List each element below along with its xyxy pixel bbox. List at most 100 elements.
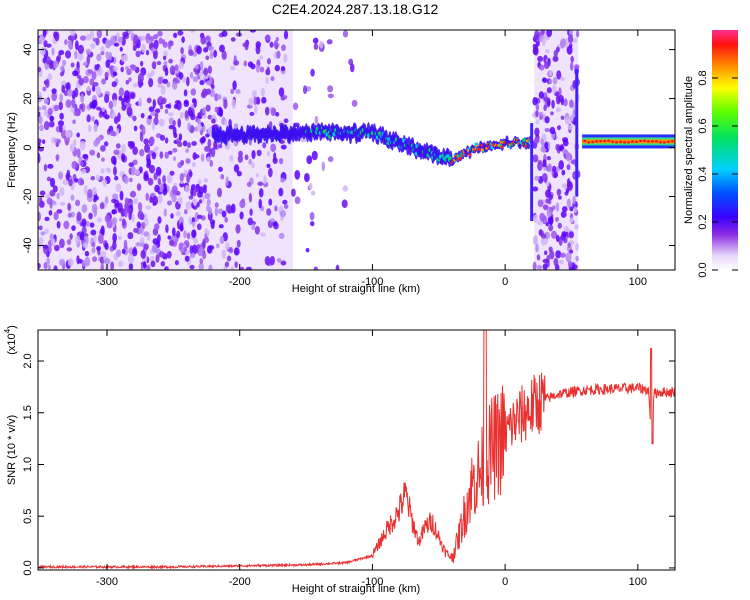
spectrogram-cell [545,49,550,54]
snr-scale-base: (x10 [6,333,18,354]
spectrogram-cell [237,154,243,163]
spectrogram-cell [524,144,528,148]
spectrogram-cell [100,168,105,174]
spectrogram-cell [280,177,286,183]
spectrogram-cell [178,72,184,80]
spectrogram-cell [562,148,568,155]
spectrogram-cell [148,77,154,88]
spectrogram-cell [236,170,242,177]
spectrogram-cell [312,37,319,44]
spectrogram-cell [214,106,219,113]
spectrogram-cell [203,47,209,53]
spectrogram-cell [59,112,64,120]
spectrogram-cell [191,221,196,229]
spectrogram-cell [58,101,63,111]
spectrogram-cell [282,199,288,205]
spectrogram-cell [283,30,289,40]
spectrogram-cell [250,63,256,70]
spectrogram-cell [566,164,571,171]
spectrogram-cell [191,98,196,104]
spectrogram-cell [104,93,110,104]
spectrogram-cell [56,220,61,229]
spectrogram-cell [38,36,43,45]
spectrogram-cell [188,49,194,57]
spectrogram-cell [542,77,548,83]
spectrogram-cell [161,97,167,105]
spectrogram-cell [542,258,549,264]
spectrogram-cell [100,46,105,53]
spectrogram-cell [96,53,102,62]
spectrogram-cell [221,249,227,260]
spectrogram-cell [199,258,204,265]
spectrogram-cell [535,243,539,253]
spectrogram-cell [96,30,103,39]
spectrogram-cell [204,145,210,152]
spectrogram-cell [158,118,165,127]
spectrogram-cell [126,102,132,108]
spectrogram-cell [543,61,550,69]
spectrogram-cell [123,90,130,100]
spectrogram-cell [236,239,241,248]
spectrogram-cell [248,192,253,203]
spectrogram-cell [153,34,159,40]
spectrogram-cell [91,71,97,80]
spectrogram-cell [68,178,73,187]
spectrogram-cell [278,187,284,197]
spectrogram-cell [79,231,85,241]
spectrogram-cell [172,156,177,162]
spectrogram-cell [67,89,73,97]
spectrogram-cell [157,216,162,224]
spectrogram-cell [121,104,127,111]
spectrogram-cell [205,104,211,112]
spectrogram-cell [254,105,258,115]
spectrogram-cell [480,143,484,147]
spectrogram-cell [152,200,157,206]
spectrogram-cell [56,209,63,214]
spectrogram-cell [76,211,82,222]
spectrogram-cell [111,198,117,204]
spectrogram-cell [278,258,282,263]
colorbar-tick-label: 0.4 [697,166,709,181]
spectrogram-cell [533,137,540,144]
spectrogram-cell [45,56,51,65]
spectrogram-cell [291,188,296,197]
spectrogram-cell [49,115,55,122]
spectrogram-cell [81,168,87,175]
spectrogram-cell [117,235,122,241]
spectrogram-cell [569,217,574,224]
spectrogram-cell [59,71,64,77]
spectrogram-cell [535,103,540,111]
snr-xtick-label: 0 [502,576,508,588]
spectrogram-cell [204,88,212,95]
spectrogram-cell [562,139,569,147]
spectrogram-cell [58,171,64,180]
spectrogram-cell [39,190,46,196]
spectrogram-cell [194,64,200,70]
spectrogram-cell [92,99,98,108]
spectrogram-cell [203,185,207,194]
spectrogram-cell [128,247,134,256]
spectrogram-cell [260,87,265,97]
spectrogram-cell [206,245,213,254]
spectrogram-cell [255,173,260,178]
spectrogram-cell [96,106,101,111]
spectrogram-cell [255,44,261,55]
spectrogram-cell [499,140,503,144]
spectrogram-cell [215,243,220,249]
snr-ytick-label: 1.5 [22,405,34,420]
spectrogram-cell [265,76,269,85]
spectrogram-cell [266,163,271,168]
spectrogram-cell [174,64,179,71]
spectrogram-cell [80,161,84,167]
spectrogram-cell [555,234,560,243]
spectrogram-cell [196,45,202,55]
spectrogram-cell [569,61,574,71]
spectrogram-cell [255,64,261,73]
spectrogram-cell [541,215,548,225]
spectrogram-cell [548,194,553,200]
spectrogram-cell [59,258,66,267]
spectrogram-cell [92,37,97,42]
spectrogram-cell [165,224,169,234]
spectrogram-cell [38,106,42,111]
spectrogram-cell [104,214,111,223]
